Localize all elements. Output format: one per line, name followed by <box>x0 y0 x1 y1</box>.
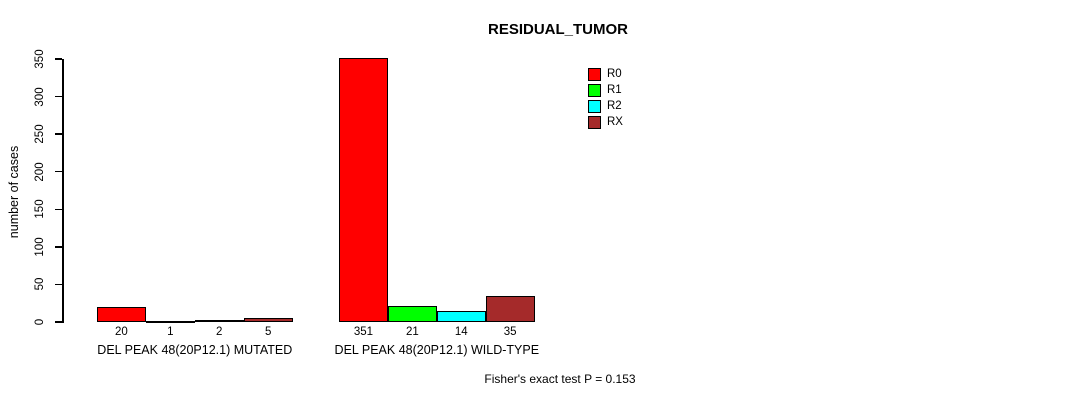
bar-value-label: 20 <box>115 326 128 338</box>
legend-label: R0 <box>607 68 622 80</box>
x-group-label: DEL PEAK 48(20P12.1) MUTATED <box>97 343 293 357</box>
y-tick <box>55 58 62 60</box>
y-tick-label: 250 <box>34 124 46 144</box>
footnote: Fisher's exact test P = 0.153 <box>484 372 636 386</box>
y-tick <box>55 321 62 323</box>
bar-value-label: 351 <box>353 326 374 338</box>
legend-swatch <box>588 99 601 113</box>
y-tick-label: 350 <box>34 49 46 69</box>
legend-item-r1: R1 <box>588 82 623 98</box>
y-tick <box>55 208 62 211</box>
y-tick-label: 150 <box>34 199 46 219</box>
bar-r0-group2 <box>339 58 388 322</box>
bar-r1-group2 <box>387 306 437 322</box>
legend-item-r2: R2 <box>588 98 623 114</box>
bar-value-label: 2 <box>216 326 223 338</box>
legend: R0 R1 R2 RX <box>588 66 623 130</box>
y-tick-label: 200 <box>34 162 46 182</box>
bar-r2-group1 <box>194 320 244 323</box>
bar-r1-group1 <box>145 321 195 323</box>
legend-swatch <box>588 67 601 81</box>
bar-value-label: 14 <box>454 326 468 338</box>
legend-swatch <box>588 83 601 97</box>
legend-label: RX <box>607 116 623 128</box>
legend-swatch <box>588 115 601 129</box>
y-tick-label: 50 <box>34 278 46 291</box>
y-tick <box>55 170 62 173</box>
y-tick-label: 100 <box>34 237 46 257</box>
y-tick <box>55 95 62 98</box>
bar-r2-group2 <box>436 311 486 322</box>
legend-label: R1 <box>607 84 622 96</box>
bar-rx-group2 <box>485 295 535 322</box>
y-tick-label: 0 <box>34 318 46 326</box>
legend-item-rx: RX <box>588 114 623 130</box>
y-tick <box>55 133 62 135</box>
bar-value-label: 21 <box>405 326 419 338</box>
bar-r0-group1 <box>97 306 146 322</box>
bar-value-label: 1 <box>167 326 174 338</box>
y-tick-label: 300 <box>34 86 46 107</box>
legend-item-r0: R0 <box>588 66 623 82</box>
y-tick <box>55 246 62 248</box>
bar-value-label: 5 <box>264 326 272 338</box>
chart-title: RESIDUAL_TUMOR <box>487 21 629 38</box>
bar-rx-group1 <box>243 318 293 322</box>
legend-label: R2 <box>607 100 622 112</box>
x-group-label: DEL PEAK 48(20P12.1) WILD-TYPE <box>334 343 540 357</box>
y-tick <box>55 283 62 286</box>
y-axis <box>62 59 64 323</box>
bar-value-label: 35 <box>503 326 517 338</box>
y-axis-label: number of cases <box>7 145 21 239</box>
